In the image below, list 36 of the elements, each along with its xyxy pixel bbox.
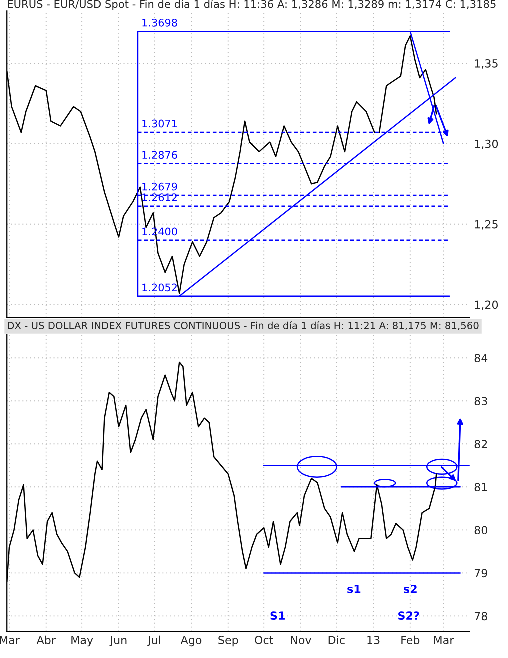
annotation: s1	[348, 585, 361, 594]
annotation: 1.3071	[142, 120, 178, 128]
x-tick-label: Nov	[291, 636, 312, 644]
x-tick-label: Mar	[0, 636, 20, 644]
y-tick-label: 84	[474, 354, 488, 363]
y-tick-label: 81	[474, 483, 488, 492]
annotation: 1.3698	[142, 18, 178, 27]
x-tick-label: Jun	[110, 636, 127, 647]
x-tick-label: May	[72, 636, 94, 647]
x-tick-label: Oct	[255, 636, 274, 644]
annotation: S1	[270, 612, 285, 620]
x-tick-label: 13	[368, 636, 380, 644]
y-tick-label: 80	[474, 526, 488, 535]
x-tick-label: Dic	[328, 636, 345, 644]
y-tick-label: 79	[474, 569, 488, 578]
y-tick-label: 1,20	[475, 300, 498, 310]
y-tick-label: 1,30	[475, 140, 498, 150]
x-tick-label: Feb	[402, 636, 420, 644]
annotation: 1.2679	[142, 182, 178, 191]
x-tick-label: Abr	[36, 636, 56, 644]
y-tick-label: 82	[474, 440, 488, 449]
annotation: 1.2612	[142, 194, 177, 202]
y-tick-label: 1,35	[475, 59, 498, 69]
chart-title: EURUS - EUR/USD Spot - Fin de día 1 días H: 11:36 A: 1,3286 M: 1,3289 m: 1,3174 C: 1,3185	[8, 0, 496, 10]
annotation: 1.2052	[142, 284, 177, 292]
x-tick-label: Sep	[218, 636, 238, 647]
annotation: S2?	[398, 612, 420, 620]
x-tick-label: Mar	[434, 636, 454, 644]
y-tick-label: 1,25	[475, 220, 498, 230]
y-tick-label: 83	[474, 397, 488, 406]
annotation: s2	[404, 584, 417, 594]
chart-title: DX - US DOLLAR INDEX FUTURES CONTINUOUS - Fin de día 1 días H: 11:21 A: 81,175 M: 81,560	[8, 321, 479, 330]
annotation: 1.2876	[142, 151, 178, 160]
x-tick-label: Ago	[180, 636, 202, 647]
x-tick-label: Jul	[147, 636, 160, 647]
y-tick-label: 78	[474, 612, 488, 621]
